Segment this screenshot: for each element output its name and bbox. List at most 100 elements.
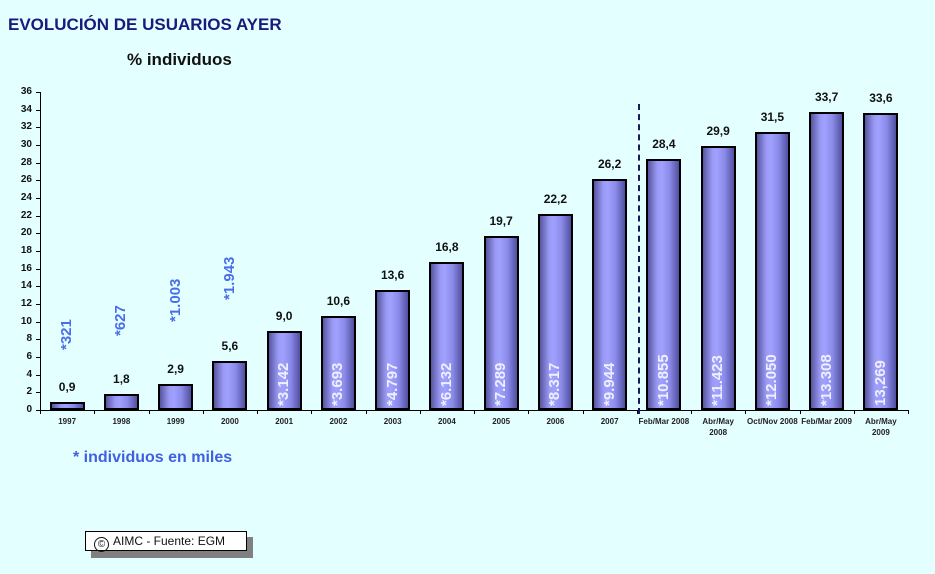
x-tick-mark: [745, 410, 747, 414]
value-label: 19,7: [489, 213, 513, 228]
x-tick-label: 2005: [492, 417, 511, 426]
y-tick-label: 0: [26, 404, 32, 415]
y-tick-label: 8: [26, 333, 32, 345]
x-tick-mark: [799, 410, 801, 414]
footnote: * individuos en miles: [73, 449, 233, 466]
y-tick-label: 30: [20, 139, 32, 150]
miles-label: 13,269: [871, 360, 889, 406]
y-tick-label: 24: [20, 192, 32, 203]
bar-2005: [483, 235, 519, 410]
miles-label: *6.132: [437, 362, 455, 406]
x-tick-label: Abr/May 2008: [702, 417, 734, 437]
y-tick-mark: [36, 215, 40, 217]
bar-1998: [103, 394, 139, 410]
miles-label: *9.944: [600, 362, 618, 406]
source-box: © AIMC - Fuente: EGM: [85, 531, 247, 552]
miles-label: *627: [112, 305, 130, 336]
bar-2000: [212, 360, 248, 410]
x-tick-mark: [365, 410, 367, 414]
bar-feb-mar-2008: [646, 159, 682, 410]
x-tick-label: 1999: [166, 417, 185, 426]
x-tick-mark: [853, 410, 855, 414]
value-label: 26,2: [597, 156, 622, 171]
y-tick-label: 12: [20, 298, 32, 309]
y-tick-label: 34: [20, 103, 32, 115]
value-label: 10,6: [326, 294, 351, 309]
y-tick-mark: [36, 145, 40, 146]
value-label: 22,2: [543, 191, 568, 206]
y-tick-label: 28: [20, 156, 32, 168]
value-label: 9,0: [275, 308, 293, 323]
period-divider: [638, 104, 640, 414]
y-tick-mark: [36, 392, 40, 394]
x-tick-mark: [94, 410, 96, 414]
y-tick-mark: [36, 339, 40, 341]
miles-label: *3.693: [329, 362, 347, 406]
value-label: 29,9: [706, 123, 730, 138]
y-tick-label: 36: [20, 86, 32, 97]
y-tick-mark: [36, 374, 40, 376]
x-tick-mark: [528, 410, 530, 414]
y-tick-label: 26: [20, 174, 32, 186]
miles-label: *13.308: [817, 354, 835, 406]
y-tick-mark: [36, 162, 40, 164]
miles-label: *1.943: [220, 256, 238, 300]
miles-label: *12.050: [763, 354, 781, 406]
y-tick-label: 32: [20, 121, 32, 133]
y-tick-mark: [36, 180, 40, 182]
x-tick-mark: [311, 410, 313, 414]
bar-1997: [49, 402, 85, 410]
bar-2004: [429, 261, 465, 410]
x-tick-label: 2001: [275, 417, 294, 426]
y-tick-label: 10: [20, 315, 32, 327]
x-tick-mark: [582, 410, 584, 414]
x-tick-mark: [636, 410, 638, 414]
value-label: 28,4: [652, 137, 676, 152]
value-label: 16,8: [435, 239, 459, 254]
value-label: 33,7: [814, 90, 839, 105]
y-tick-label: 16: [20, 262, 32, 274]
bar-2006: [537, 213, 573, 410]
miles-label: *11.423: [709, 355, 727, 406]
bar-1999: [158, 384, 194, 410]
miles-label: *10.855: [654, 354, 672, 406]
y-tick-label: 22: [20, 209, 32, 221]
x-tick-mark: [202, 410, 204, 414]
x-tick-mark: [148, 410, 150, 414]
y-tick-label: 20: [20, 227, 32, 239]
x-tick-label: 2004: [437, 417, 456, 426]
miles-label: *3.142: [275, 362, 293, 406]
y-tick-mark: [36, 109, 40, 111]
value-label: 0,9: [58, 380, 76, 395]
value-label: 31,5: [760, 109, 785, 124]
y-tick-mark: [36, 410, 40, 411]
value-label: 2,9: [167, 362, 184, 377]
y-tick-mark: [36, 304, 40, 305]
x-tick-label: Feb/Mar 2008: [638, 417, 690, 426]
x-tick-mark: [908, 410, 909, 414]
value-label: 33,6: [869, 91, 893, 106]
x-tick-label: 2003: [383, 417, 402, 426]
x-tick-label: 2006: [546, 417, 565, 426]
value-label: 5,6: [221, 338, 239, 353]
bar-abr-may-2009: [863, 113, 899, 410]
x-tick-label: Feb/Mar 2009: [801, 417, 852, 426]
chart-title: EVOLUCIÓN DE USUARIOS AYER: [8, 15, 282, 34]
y-tick-mark: [36, 92, 40, 93]
bar-feb-mar-2009: [809, 112, 845, 410]
y-tick-mark: [36, 198, 40, 199]
miles-label: *8.317: [546, 362, 564, 406]
chart-subtitle: % individuos: [127, 50, 232, 69]
x-tick-mark: [474, 410, 475, 414]
x-tick-mark: [691, 410, 692, 414]
x-tick-label: 1998: [112, 417, 131, 426]
y-tick-label: 14: [20, 280, 32, 292]
miles-label: *7.289: [492, 362, 510, 406]
y-tick-mark: [36, 321, 40, 323]
x-tick-mark: [40, 410, 41, 414]
y-tick-label: 6: [26, 351, 32, 362]
x-tick-label: 2007: [600, 417, 619, 426]
y-tick-mark: [36, 268, 40, 270]
bar-abr-may-2008: [700, 145, 736, 410]
